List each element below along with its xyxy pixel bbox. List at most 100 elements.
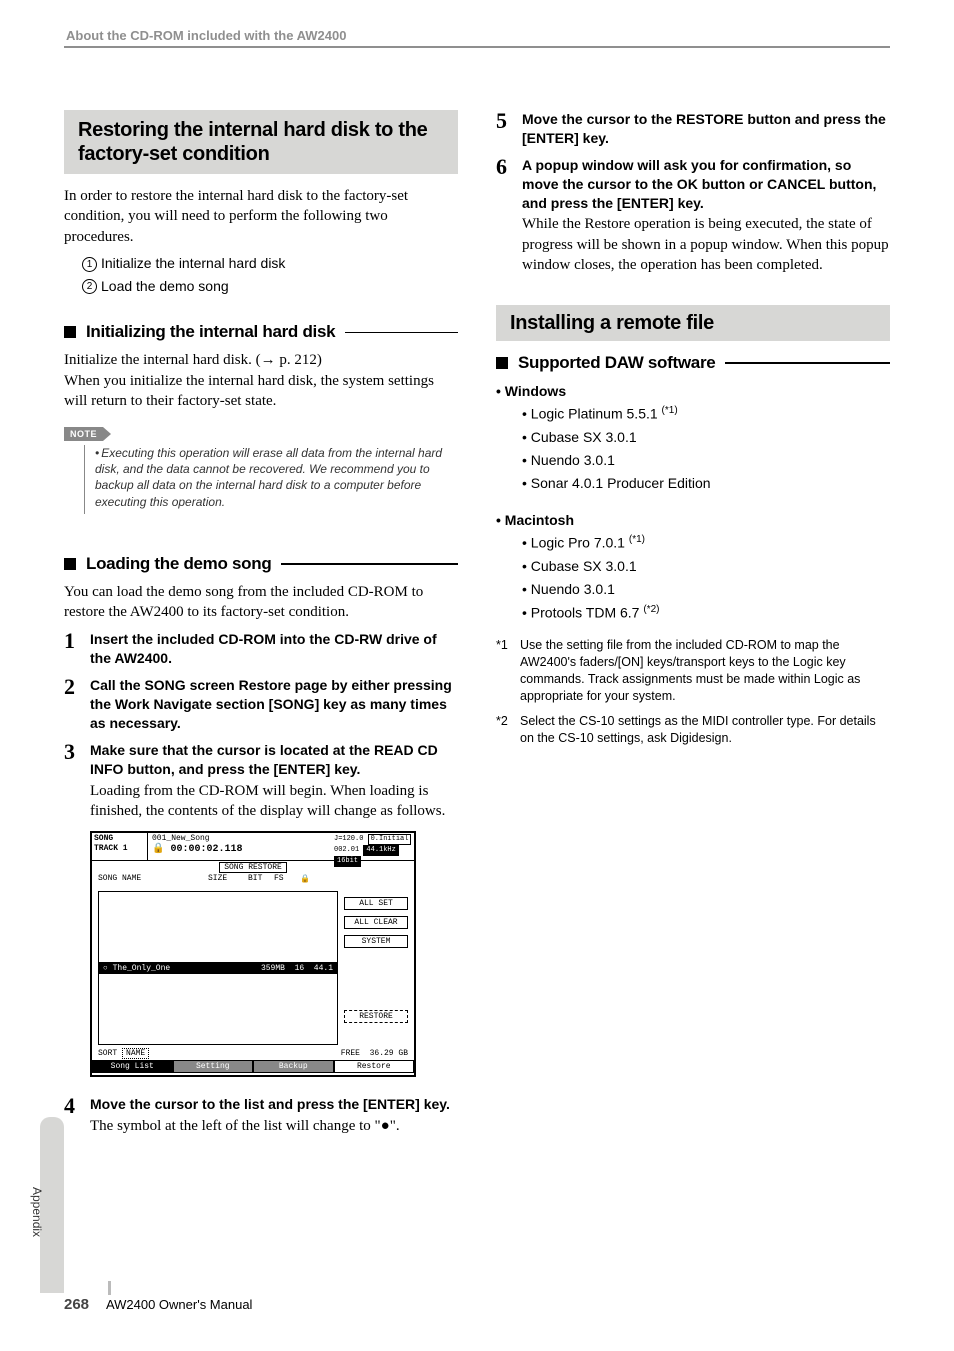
- procedure-item-1: 1 Initialize the internal hard disk: [82, 255, 458, 272]
- list-item: • Cubase SX 3.0.1: [522, 427, 890, 448]
- footnote-2-label: *2: [496, 713, 514, 747]
- lcd-free-label: FREE: [341, 1049, 360, 1058]
- note-text: Executing this operation will erase all …: [95, 446, 442, 509]
- subhead-loading-text: Loading the demo song: [86, 554, 271, 574]
- footnote-ref: (*1): [629, 534, 645, 545]
- subhead-supported-daw: Supported DAW software: [496, 353, 890, 373]
- lcd-btn-allset: ALL SET: [344, 897, 408, 910]
- list-item: • Cubase SX 3.0.1: [522, 556, 890, 577]
- list-item: • Nuendo 3.0.1: [522, 579, 890, 600]
- footnote-ref: (*2): [643, 604, 659, 615]
- lcd-row-fs: 44.1: [314, 964, 333, 973]
- lcd-col-fs: FS: [274, 874, 300, 884]
- step-6-text: A popup window will ask you for confirma…: [522, 156, 890, 213]
- step-3-text: Make sure that the cursor is located at …: [90, 741, 458, 779]
- lcd-header-left: SONG TRACK 1: [92, 833, 148, 860]
- list-item: • Logic Platinum 5.5.1 (*1): [522, 403, 890, 425]
- step-3-body: Loading from the CD-ROM will begin. When…: [90, 781, 458, 822]
- subhead-loading: Loading the demo song: [64, 554, 458, 574]
- lcd-col-bit: BIT: [248, 874, 274, 884]
- lcd-list-box: ○ The_Only_One 359MB 16 44.1: [98, 891, 338, 1045]
- intro-paragraph: In order to restore the internal hard di…: [64, 186, 458, 247]
- step-4: 4 Move the cursor to the list and press …: [64, 1095, 458, 1136]
- running-header: About the CD-ROM included with the AW240…: [66, 28, 346, 43]
- step-4-body: The symbol at the left of the list will …: [90, 1116, 458, 1136]
- subhead-rule: [281, 563, 458, 565]
- step-3: 3 Make sure that the cursor is located a…: [64, 741, 458, 821]
- step-6: 6 A popup window will ask you for confir…: [496, 156, 890, 275]
- section-title-installing: Installing a remote file: [510, 311, 876, 335]
- macintosh-software-list: • Logic Pro 7.0.1 (*1) • Cubase SX 3.0.1…: [522, 532, 890, 623]
- section-title-box: Installing a remote file: [496, 305, 890, 341]
- platform-windows: • Windows: [496, 383, 890, 399]
- lcd-restore-label: SONG RESTORE: [92, 861, 414, 872]
- lcd-screenshot: SONG TRACK 1 001_New_Song 🔒 00:00:02.118…: [90, 831, 416, 1077]
- initialize-body: When you initialize the internal hard di…: [64, 371, 458, 412]
- subhead-supported-text: Supported DAW software: [518, 353, 715, 373]
- lock-icon: 🔒: [300, 874, 310, 884]
- lcd-song-name: 001_New_Song: [152, 834, 328, 844]
- initialize-ref: Initialize the internal hard disk. (→ p.…: [64, 350, 458, 370]
- loading-body: You can load the demo song from the incl…: [64, 582, 458, 623]
- lcd-tempo: J=120.0: [334, 835, 363, 843]
- note-tag: NOTE: [64, 427, 103, 441]
- lcd-header-right: J=120.0 0.Initial 002.01 44.1kHz 16bit: [332, 833, 414, 860]
- lcd-meas: 002.01: [334, 846, 359, 854]
- step-2: 2 Call the SONG screen Restore page by e…: [64, 676, 458, 733]
- section-title-box: Restoring the internal hard disk to the …: [64, 110, 458, 174]
- platform-macintosh: • Macintosh: [496, 512, 890, 528]
- lcd-row-bit: 16: [295, 964, 305, 973]
- lcd-bottom: SORT NAME FREE 36.29 GB Song List Settin…: [92, 1049, 414, 1075]
- step-number: 5: [496, 110, 514, 148]
- step-number: 1: [64, 630, 82, 668]
- lcd-sort-label: SORT: [98, 1049, 117, 1058]
- circled-number-2: 2: [82, 279, 97, 294]
- subhead-initialize-text: Initializing the internal hard disk: [86, 322, 335, 342]
- step-number: 2: [64, 676, 82, 733]
- lcd-header: SONG TRACK 1 001_New_Song 🔒 00:00:02.118…: [92, 833, 414, 861]
- lcd-rate-box: 44.1kHz: [363, 845, 398, 856]
- procedure-1-text: Initialize the internal hard disk: [101, 255, 285, 271]
- lcd-time: 🔒 00:00:02.118: [152, 844, 328, 856]
- list-item: • Logic Pro 7.0.1 (*1): [522, 532, 890, 554]
- manual-title: AW2400 Owner's Manual: [106, 1297, 253, 1312]
- step-number: 4: [64, 1095, 82, 1136]
- footer-divider: [108, 1281, 111, 1295]
- step-5: 5 Move the cursor to the RESTORE button …: [496, 110, 890, 148]
- lcd-header-mid: 001_New_Song 🔒 00:00:02.118: [148, 833, 332, 860]
- lcd-free-value: 36.29 GB: [370, 1049, 408, 1058]
- lcd-list-row: ○ The_Only_One 359MB 16 44.1: [99, 962, 337, 974]
- lcd-sort-row: SORT NAME FREE 36.29 GB: [92, 1049, 414, 1058]
- subhead-rule: [725, 362, 890, 364]
- list-item: • Nuendo 3.0.1: [522, 450, 890, 471]
- footnote-1: *1 Use the setting file from the include…: [496, 637, 890, 705]
- lcd-bits-box: 16bit: [334, 856, 361, 867]
- footnote-ref: (*1): [662, 405, 678, 416]
- section-title-restoring: Restoring the internal hard disk to the …: [78, 118, 444, 166]
- page-columns: Restoring the internal hard disk to the …: [64, 110, 890, 1144]
- header-rule: [64, 46, 890, 48]
- lcd-track-label: TRACK 1: [94, 844, 145, 854]
- square-bullet-icon: [64, 558, 76, 570]
- step-6-body: While the Restore operation is being exe…: [522, 214, 890, 275]
- circled-number-1: 1: [82, 257, 97, 272]
- lcd-tab-songlist: Song List: [92, 1060, 173, 1073]
- footnote-1-label: *1: [496, 637, 514, 705]
- lcd-side-buttons: ALL SET ALL CLEAR SYSTEM RESTORE: [344, 897, 408, 1029]
- subhead-initialize: Initializing the internal hard disk: [64, 322, 458, 342]
- step-4-text: Move the cursor to the list and press th…: [90, 1095, 458, 1114]
- lcd-btn-restore: RESTORE: [344, 1010, 408, 1023]
- lcd-tab-restore: Restore: [334, 1060, 415, 1073]
- lcd-btn-allclear: ALL CLEAR: [344, 916, 408, 929]
- lcd-row-size: 359MB: [261, 964, 285, 973]
- lcd-tab-backup: Backup: [253, 1060, 334, 1073]
- step-2-text: Call the SONG screen Restore page by eit…: [90, 676, 458, 733]
- lcd-tabs: Song List Setting Backup Restore: [92, 1060, 414, 1073]
- lcd-column-headers: SONG NAME SIZE BIT FS 🔒: [92, 872, 414, 886]
- procedure-item-2: 2Load the demo song: [82, 278, 458, 295]
- step-1-text: Insert the included CD-ROM into the CD-R…: [90, 630, 458, 668]
- list-item: • Protools TDM 6.7 (*2): [522, 602, 890, 624]
- note-body: •Executing this operation will erase all…: [84, 445, 458, 514]
- lcd-col-size: SIZE: [208, 874, 248, 884]
- lcd-song-label: SONG: [94, 834, 145, 844]
